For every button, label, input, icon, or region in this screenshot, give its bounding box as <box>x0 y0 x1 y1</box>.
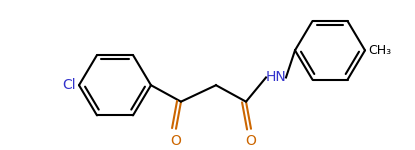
Text: HN: HN <box>266 70 287 84</box>
Text: O: O <box>171 134 181 148</box>
Text: Cl: Cl <box>62 78 76 92</box>
Text: CH₃: CH₃ <box>368 44 391 57</box>
Text: O: O <box>246 134 256 148</box>
